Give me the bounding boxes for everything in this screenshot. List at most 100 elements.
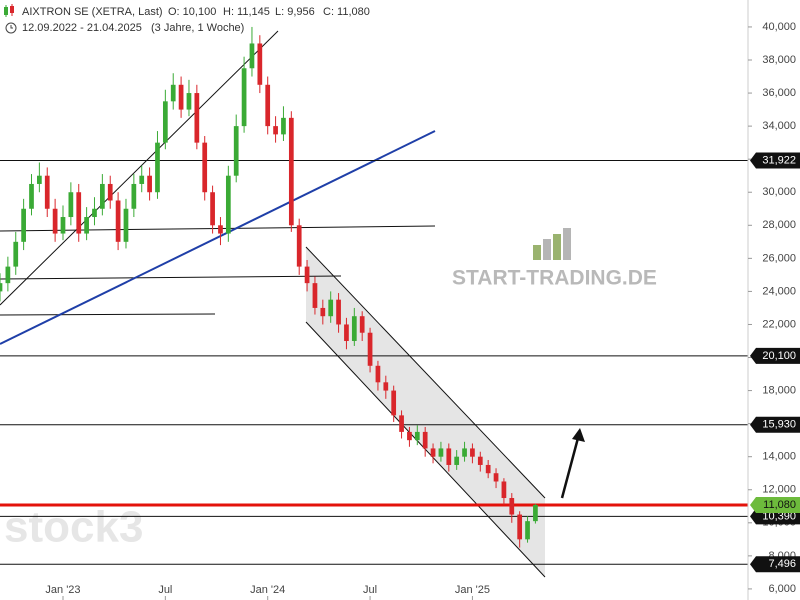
candle-body: [391, 390, 397, 416]
candle-body: [0, 283, 3, 292]
x-tick-label: Jul: [363, 584, 377, 596]
candle-body: [304, 266, 310, 284]
level-box: [750, 416, 800, 433]
candle-body: [485, 464, 491, 474]
y-tick-label: 28,000: [762, 219, 796, 231]
candle-body: [454, 456, 460, 465]
y-tick-label: 36,000: [762, 87, 796, 99]
candle-body: [52, 208, 58, 234]
level-box: [750, 152, 800, 169]
candle-body: [92, 208, 97, 218]
candle-body: [407, 431, 412, 441]
y-tick-label: 30,000: [762, 186, 796, 198]
y-tick-label: 40,000: [762, 21, 796, 33]
x-tick-label: Jan '23: [45, 584, 80, 596]
candle-body: [430, 448, 436, 457]
level-label: 20,100: [762, 350, 796, 362]
levels: [0, 159, 748, 565]
candle-body: [178, 84, 184, 110]
candle-body: [155, 142, 160, 193]
trend-line: [0, 30, 279, 306]
level-label: 31,922: [762, 154, 796, 166]
candle-body: [194, 93, 200, 143]
candle-body: [383, 382, 389, 391]
candle-body: [533, 504, 538, 522]
candle-body: [233, 126, 239, 176]
candle-body: [288, 117, 294, 226]
axes: 6,0008,00010,00012,00014,00016,00018,000…: [45, 21, 796, 600]
candle-body: [29, 183, 34, 209]
level-label: 15,930: [762, 419, 796, 431]
candle-body: [21, 208, 26, 242]
date-span: (3 Jahre, 1 Woche): [151, 22, 244, 34]
candle-body: [462, 448, 467, 457]
ohlc-low: L: 9,956: [275, 6, 315, 18]
candle-body: [131, 183, 137, 209]
x-tick-label: Jan '24: [250, 584, 285, 596]
candle-body: [336, 299, 341, 325]
level-label: 11,080: [763, 499, 796, 511]
candle-body: [225, 175, 231, 234]
candle-body: [37, 175, 42, 184]
ohlc-open: O: 10,100: [168, 6, 216, 18]
level-box: [750, 556, 800, 573]
y-tick-label: 18,000: [762, 384, 796, 396]
trend-line: [0, 225, 436, 232]
candle-body: [517, 514, 523, 540]
x-tick-label: Jul: [158, 584, 172, 596]
candle-body: [312, 283, 318, 308]
y-tick-label: 14,000: [762, 451, 796, 463]
candle-body: [162, 101, 168, 143]
y-tick-label: 12,000: [762, 484, 796, 496]
candle-body: [328, 299, 334, 317]
candle-body: [367, 332, 373, 366]
candle-body: [344, 324, 349, 341]
ohlc-high: H: 11,145: [223, 6, 270, 18]
ohlc-close: C: 11,080: [323, 6, 370, 18]
candle-body: [218, 225, 223, 234]
x-tick-label: Jan '25: [455, 584, 490, 596]
trend-line: [0, 275, 342, 280]
candle-body: [375, 365, 381, 383]
candle-body: [13, 241, 19, 267]
level-box: [750, 347, 800, 364]
level-label: 7,496: [768, 558, 796, 570]
candle-body: [296, 225, 302, 267]
candle-body: [509, 498, 515, 515]
y-tick-label: 26,000: [762, 252, 796, 264]
candle-body: [257, 43, 263, 85]
date-range: 12.09.2022 - 21.04.2025: [22, 22, 142, 34]
candle-body: [123, 208, 129, 242]
candle-body: [414, 431, 420, 441]
level-label: 10,390: [762, 510, 796, 522]
candle-body: [76, 192, 82, 234]
candle-body: [320, 307, 326, 317]
legend: AIXTRON SE (XETRA, Last) O: 10,100 H: 11…: [2, 4, 370, 34]
candle-body: [44, 175, 50, 209]
trend-channel: [306, 247, 545, 577]
watermark: stock3: [4, 503, 143, 552]
watermark-logo: [533, 228, 571, 260]
y-tick-label: 34,000: [762, 120, 796, 132]
candle-body: [241, 68, 247, 127]
candle-body: [525, 521, 530, 540]
arrow-head: [572, 428, 585, 442]
trend-line: [0, 130, 436, 345]
candle-body: [281, 117, 286, 135]
y-tick-label: 24,000: [762, 285, 796, 297]
candle-body: [107, 183, 113, 201]
candle-body: [147, 175, 152, 193]
channel-line: [305, 246, 546, 499]
level-labels: 31,922 20,100 15,930 10,390 7,496 11,080: [750, 152, 800, 573]
candle-body: [359, 316, 365, 333]
candle-body: [60, 217, 66, 234]
candle-body: [446, 448, 452, 465]
candle-body: [139, 175, 145, 184]
candle-body: [493, 473, 499, 482]
candle-body: [273, 126, 278, 135]
candle-body: [438, 448, 444, 457]
candle-body: [249, 43, 255, 69]
y-tick-label: 22,000: [762, 318, 796, 330]
candle-body: [265, 84, 271, 127]
